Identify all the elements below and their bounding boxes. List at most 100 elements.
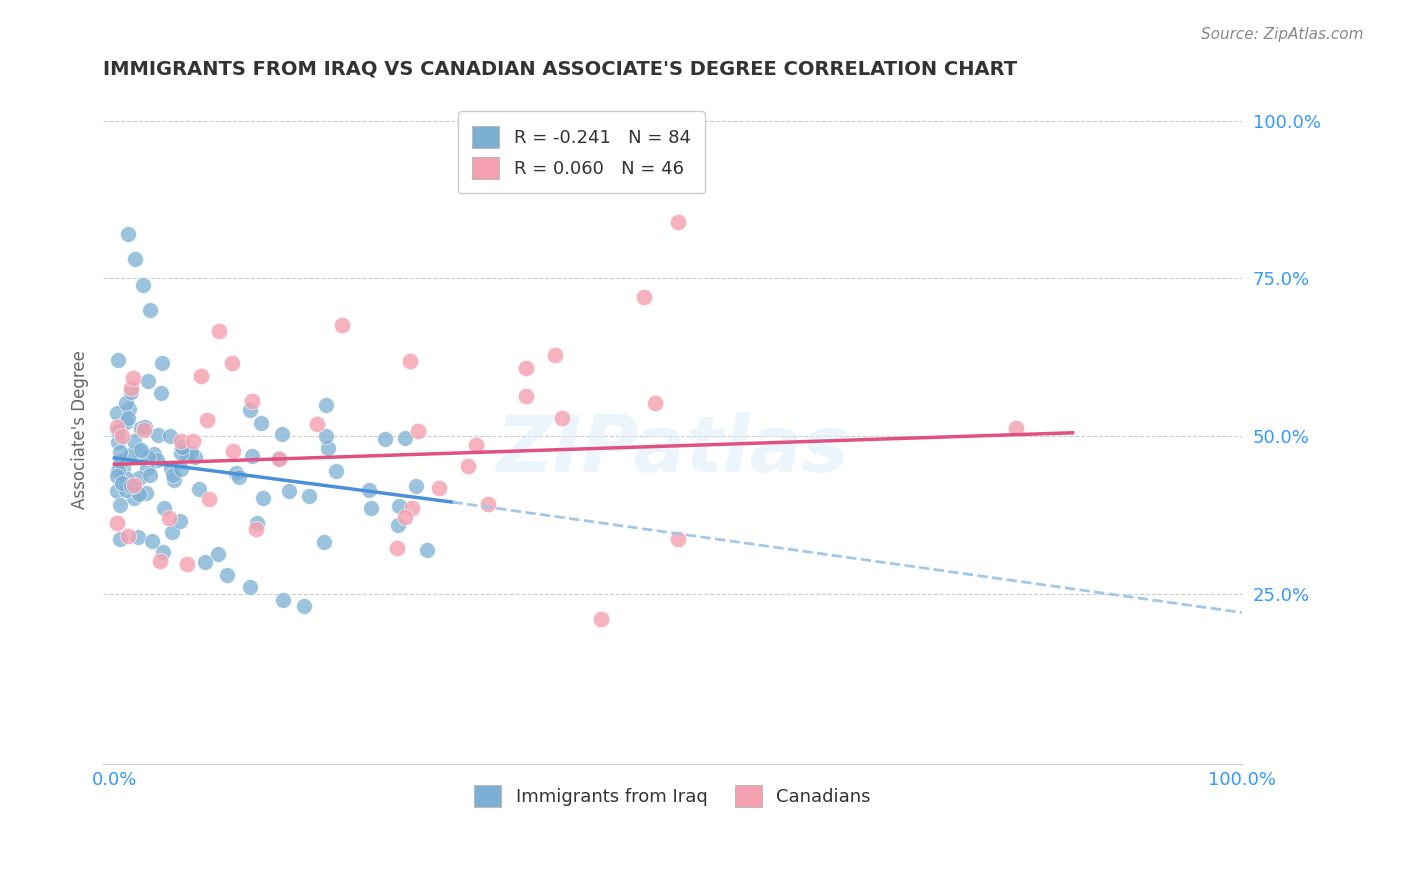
Text: Source: ZipAtlas.com: Source: ZipAtlas.com (1201, 27, 1364, 42)
Point (239, 403, 262, 417)
Point (105, 469, 128, 483)
Point (117, 410, 139, 425)
Point (267, 450, 290, 465)
Legend: Immigrants from Iraq, Canadians: Immigrants from Iraq, Canadians (460, 771, 884, 822)
Point (107, 464, 129, 478)
Point (111, 475, 134, 490)
Point (589, 611, 612, 625)
Point (387, 518, 409, 533)
Point (269, 451, 291, 466)
Point (190, 368, 212, 383)
Point (325, 464, 347, 478)
Point (159, 429, 181, 443)
Point (394, 510, 416, 524)
Point (139, 302, 162, 317)
Point (271, 427, 294, 442)
Point (249, 416, 271, 430)
Point (134, 420, 156, 434)
Point (225, 466, 247, 480)
Point (146, 453, 169, 467)
Point (124, 252, 146, 267)
Point (180, 446, 202, 460)
Point (477, 497, 499, 511)
Point (252, 491, 274, 505)
Point (399, 354, 422, 368)
Point (198, 492, 221, 507)
Point (153, 500, 176, 515)
Point (115, 396, 138, 410)
Point (150, 385, 173, 400)
Point (316, 441, 339, 455)
Point (207, 547, 229, 561)
Point (170, 440, 193, 454)
Point (374, 433, 396, 447)
Point (157, 511, 180, 525)
Point (105, 483, 128, 498)
Point (160, 461, 183, 475)
Point (208, 324, 231, 338)
Point (644, 395, 666, 409)
Point (115, 483, 138, 497)
Point (240, 393, 263, 408)
Point (401, 501, 423, 516)
Point (515, 389, 537, 403)
Point (163, 473, 186, 487)
Point (110, 445, 132, 459)
Point (111, 429, 134, 443)
Point (245, 522, 267, 536)
Point (195, 413, 218, 427)
Point (305, 417, 328, 432)
Point (330, 318, 353, 332)
Point (108, 532, 131, 546)
Point (105, 516, 128, 531)
Point (129, 420, 152, 434)
Point (315, 398, 337, 412)
Point (149, 553, 172, 567)
Point (132, 423, 155, 437)
Point (141, 534, 163, 549)
Point (357, 483, 380, 497)
Point (170, 446, 193, 460)
Point (394, 431, 416, 445)
Point (169, 514, 191, 528)
Point (128, 486, 150, 500)
Point (108, 498, 131, 512)
Point (107, 352, 129, 367)
Point (292, 599, 315, 613)
Point (122, 478, 145, 492)
Point (120, 381, 142, 395)
Point (278, 483, 301, 498)
Point (245, 516, 267, 530)
Text: ZIPatlas: ZIPatlas (496, 412, 848, 488)
Point (122, 434, 145, 449)
Point (406, 425, 429, 439)
Point (385, 541, 408, 556)
Point (315, 429, 337, 443)
Point (120, 385, 142, 400)
Point (115, 415, 138, 429)
Point (162, 468, 184, 483)
Point (239, 580, 262, 594)
Point (515, 361, 537, 376)
Point (105, 406, 128, 420)
Point (152, 545, 174, 559)
Point (135, 461, 157, 475)
Point (120, 479, 142, 493)
Point (181, 434, 204, 449)
Point (298, 489, 321, 503)
Y-axis label: Associate's Degree: Associate's Degree (72, 351, 89, 509)
Point (666, 214, 689, 228)
Point (187, 482, 209, 496)
Point (273, 593, 295, 607)
Point (146, 427, 169, 442)
Point (360, 501, 382, 516)
Point (312, 534, 335, 549)
Point (1005, 421, 1028, 435)
Point (150, 356, 173, 370)
Point (465, 438, 488, 452)
Point (129, 443, 152, 458)
Point (666, 532, 689, 546)
Point (551, 411, 574, 425)
Point (111, 455, 134, 469)
Point (107, 435, 129, 450)
